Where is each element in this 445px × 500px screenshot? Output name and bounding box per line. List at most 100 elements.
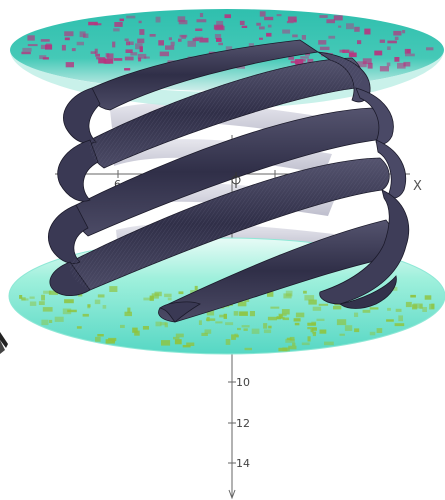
disk-tile [206, 310, 215, 316]
disk-tile [319, 46, 330, 51]
disk-tile [90, 51, 97, 54]
disk-tile [338, 25, 342, 28]
disk-tile [48, 290, 58, 295]
disk-tile [94, 23, 102, 26]
disk-tile [218, 42, 223, 46]
disk-tile [216, 38, 222, 42]
disk-tile [170, 41, 175, 46]
disk-tile [168, 37, 172, 41]
disk-tile [215, 25, 225, 31]
disk-tile [43, 290, 52, 294]
disk-tile [279, 314, 283, 318]
disk-tile [138, 20, 142, 24]
disk-tile [215, 321, 223, 324]
disk-tile [339, 333, 345, 336]
disk-tile [278, 347, 288, 352]
x-tick-neg6: 6 [114, 178, 121, 191]
disk-tile [27, 35, 35, 41]
disk-tile [237, 301, 247, 307]
disk-tile [127, 307, 131, 313]
disk-tile [159, 51, 169, 57]
disk-tile [103, 58, 114, 64]
disk-tile [267, 24, 272, 28]
disk-tile [96, 57, 106, 60]
disk-tile [192, 38, 200, 42]
disk-tile [198, 320, 202, 325]
disk-tile [276, 14, 282, 17]
disk-tile [259, 37, 263, 40]
disk-tile [308, 299, 317, 305]
disk-tile [319, 329, 327, 334]
disk-tile [199, 37, 209, 43]
disk-tile [402, 30, 406, 34]
disk-tile [354, 26, 360, 32]
disk-tile [130, 52, 138, 56]
disk-tile [97, 294, 105, 298]
disk-tile [369, 307, 379, 310]
disk-tile [177, 16, 186, 22]
disk-tile [276, 316, 285, 319]
disk-tile [413, 303, 423, 309]
disk-tile [357, 40, 362, 45]
disk-tile [234, 333, 238, 337]
disk-tile [301, 342, 310, 346]
disk-tile [40, 39, 50, 42]
disk-tile [270, 306, 280, 309]
disk-tile [113, 28, 120, 32]
disk-tile [393, 30, 402, 36]
disk-tile [267, 316, 277, 321]
disk-tile [21, 51, 31, 55]
disk-tile [196, 19, 207, 23]
disk-tile [287, 16, 297, 22]
disk-tile [405, 301, 412, 308]
disk-tile [263, 329, 272, 334]
disk-tile [186, 342, 195, 346]
disk-tile [424, 295, 432, 300]
disk-tile [144, 56, 150, 59]
disk-tile [98, 58, 107, 64]
disk-tile [422, 307, 427, 312]
disk-tile [119, 18, 124, 22]
disk-tile [105, 339, 115, 344]
disk-tile [223, 313, 227, 319]
x-axis-label: X [413, 179, 422, 194]
disk-tile [64, 299, 74, 304]
disk-tile [412, 304, 418, 310]
disk-tile [113, 58, 123, 61]
disk-tile [175, 333, 184, 338]
disk-tile [267, 291, 274, 297]
disk-tile [195, 28, 203, 31]
disk-tile [114, 22, 123, 27]
disk-tile [82, 313, 89, 317]
disk-tile [367, 62, 373, 69]
disk-tile [326, 19, 335, 24]
disk-tile [342, 49, 350, 53]
disk-tile [336, 319, 347, 326]
disk-tile [139, 29, 145, 35]
disk-tile [149, 34, 156, 37]
disk-tile [158, 40, 164, 46]
disk-tile [236, 66, 245, 69]
disk-tile [288, 56, 295, 60]
disk-tile [120, 324, 125, 328]
disk-tile [354, 328, 360, 333]
top-disk-tiles [21, 11, 434, 73]
disk-tile [374, 50, 383, 56]
disk-tile [142, 326, 149, 330]
disk-tile [94, 299, 101, 305]
disk-tile [307, 336, 311, 342]
disk-tile [194, 285, 198, 291]
disk-tile [256, 22, 261, 26]
disk-tile [160, 322, 167, 326]
disk-tile [71, 48, 76, 52]
disk-tile [294, 59, 304, 65]
disk-tile [61, 44, 66, 51]
disk-tile [405, 53, 415, 57]
disk-tile [398, 315, 403, 322]
disk-tile [410, 294, 416, 298]
disk-tile [393, 286, 398, 291]
disk-tile [339, 49, 345, 53]
disk-tile [293, 19, 297, 23]
pencil-icon[interactable] [0, 332, 8, 354]
